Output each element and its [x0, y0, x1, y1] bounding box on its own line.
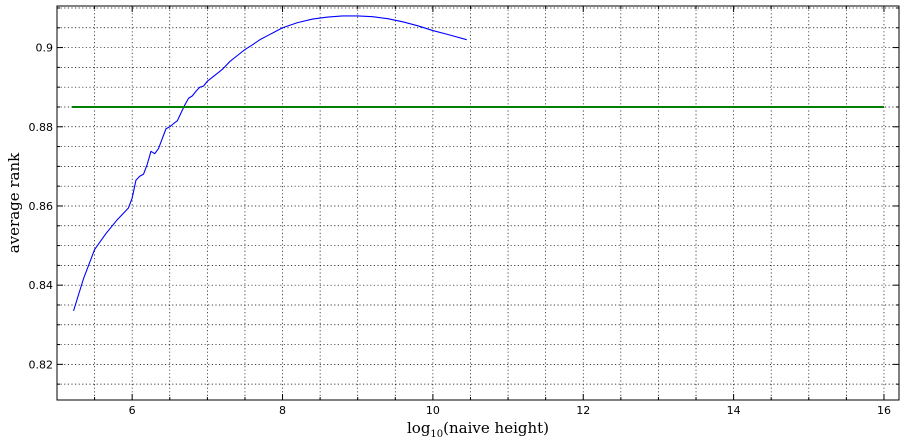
y-tick-label: 0.86: [29, 200, 54, 213]
x-tick-label: 8: [279, 404, 286, 417]
plot-frame: [56, 5, 900, 401]
y-tick-labels: 0.82 0.84 0.86 0.88 0.9: [29, 42, 54, 372]
y-tick-label: 0.9: [36, 42, 54, 55]
x-axis-label-suffix: (naive height): [443, 419, 549, 437]
x-axis-label-main: log: [407, 419, 431, 437]
y-tick-label: 0.88: [29, 121, 54, 134]
plot-lines: [72, 15, 884, 312]
x-axis-label-subscript: 10: [430, 429, 443, 439]
x-tick-label: 10: [426, 404, 440, 417]
grid: [56, 6, 899, 400]
y-tick-label: 0.82: [29, 358, 54, 371]
x-tick-label: 16: [877, 404, 891, 417]
x-axis-label: log10(naive height): [407, 419, 549, 439]
x-tick-label: 14: [727, 404, 741, 417]
x-tick-labels: 6 8 10 12 14 16: [129, 404, 891, 417]
x-tick-label: 12: [576, 404, 590, 417]
y-axis-label: average rank: [5, 152, 23, 253]
axis-ticks: [56, 6, 899, 400]
x-tick-label: 6: [129, 404, 136, 417]
series-line-1: [73, 15, 467, 312]
y-tick-label: 0.84: [29, 279, 54, 292]
